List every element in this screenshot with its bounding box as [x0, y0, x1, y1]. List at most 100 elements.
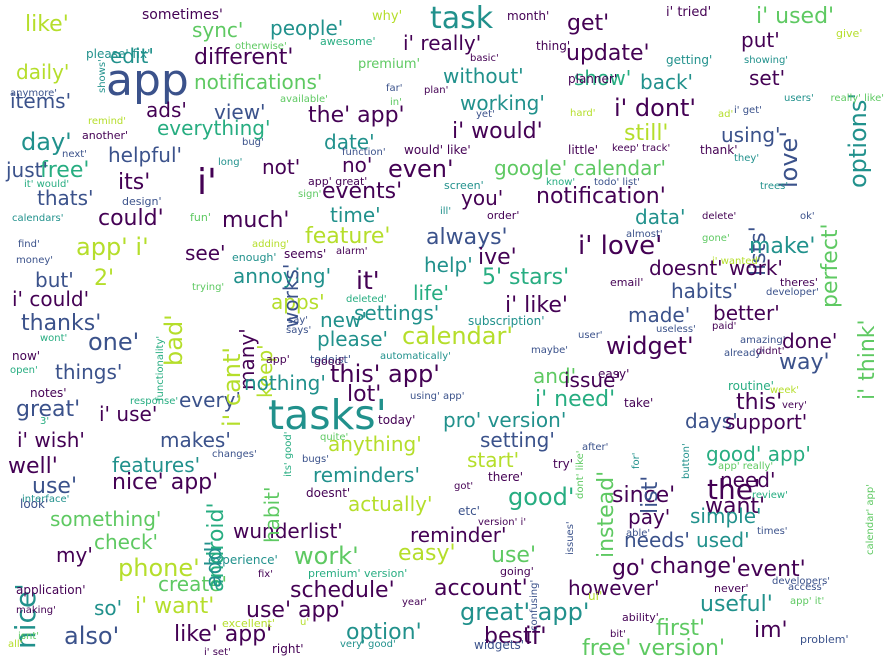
cloud-word: very' good' [340, 639, 396, 650]
cloud-word: please' [317, 327, 389, 351]
cloud-word: sync' [192, 18, 244, 42]
cloud-word: features' [112, 453, 201, 477]
cloud-word: plan' [424, 85, 449, 96]
cloud-word: they' [734, 153, 760, 164]
cloud-word: great' [16, 397, 81, 422]
cloud-word: its' [118, 170, 151, 195]
cloud-word: say' [288, 315, 309, 326]
cloud-word: useful' [700, 592, 773, 617]
cloud-word: hard' [570, 108, 596, 119]
cloud-word: no' [342, 153, 373, 177]
cloud-word: i' dont' [614, 94, 697, 122]
cloud-word: free' version' [582, 636, 726, 661]
cloud-word: got' [454, 481, 474, 492]
cloud-word: confusing' [529, 579, 540, 631]
cloud-word: but' [35, 268, 74, 292]
cloud-word: life' [413, 281, 449, 305]
cloud-word: quite' [320, 432, 349, 443]
cloud-word: there' [488, 470, 524, 484]
cloud-word: using' app' [410, 391, 465, 402]
cloud-word: u' [300, 617, 310, 628]
cloud-word: always' [426, 225, 508, 250]
cloud-word: fun' [190, 211, 211, 224]
cloud-word: habits' [671, 279, 738, 303]
cloud-word: instead' [594, 470, 619, 558]
cloud-word: today' [378, 413, 416, 427]
cloud-word: its' good' [283, 431, 294, 477]
cloud-word: habit' [260, 486, 284, 543]
cloud-word: widgets' [474, 638, 525, 652]
cloud-word: available' [280, 94, 328, 105]
cloud-word: good' [314, 355, 345, 368]
cloud-word: planner' [568, 72, 618, 86]
cloud-word: i' set' [204, 647, 231, 658]
cloud-word: trees' [760, 181, 789, 192]
cloud-word: i' tried' [666, 5, 712, 20]
cloud-word: able' [626, 528, 651, 539]
cloud-word: sign' [298, 189, 322, 200]
cloud-word: still' [624, 121, 669, 146]
cloud-word: todoist' [310, 353, 351, 366]
cloud-word: people' [270, 16, 344, 40]
cloud-word: basic' [470, 53, 499, 64]
cloud-word: i' wish' [17, 428, 85, 452]
cloud-word: times' [757, 526, 788, 537]
cloud-word: used' [696, 528, 750, 552]
cloud-word: ok' [800, 211, 815, 222]
cloud-word: much' [222, 208, 290, 233]
cloud-word: showing' [744, 55, 789, 66]
cloud-word: event' [737, 557, 806, 582]
cloud-word: pro' version' [443, 408, 567, 432]
cloud-word: fix' [258, 569, 273, 580]
cloud-word: very' [782, 400, 807, 411]
cloud-word: functionality' [155, 335, 166, 401]
cloud-word: sometimes' [142, 7, 223, 23]
cloud-word: order' [487, 209, 520, 222]
cloud-word: premium' version' [308, 567, 408, 580]
cloud-word: phone' [118, 554, 200, 582]
cloud-word: i' get' [734, 105, 762, 116]
cloud-word: right' [272, 642, 304, 656]
cloud-word: 5' stars' [482, 265, 570, 290]
cloud-word: date' [324, 130, 375, 154]
cloud-word: use' [32, 474, 77, 499]
cloud-word: see' [185, 241, 226, 265]
cloud-word: version' i' [478, 517, 527, 528]
cloud-word: find' [18, 239, 40, 250]
cloud-word: great' app' [460, 598, 590, 626]
cloud-word: i' need' [535, 387, 616, 412]
cloud-word: give' [836, 27, 863, 40]
cloud-word: days' [685, 409, 738, 433]
cloud-word: first' [656, 616, 706, 641]
cloud-word: actually' [348, 492, 433, 516]
cloud-word: little' [568, 143, 599, 157]
cloud-word: simple' [690, 504, 762, 528]
cloud-word: issue' [564, 368, 621, 392]
cloud-word: and' [533, 364, 577, 388]
cloud-word: helpful' [108, 143, 183, 167]
cloud-word: seems' [284, 247, 327, 261]
cloud-word: good' [508, 483, 575, 511]
cloud-word: calendars' [12, 213, 64, 224]
cloud-word: calendar' app' [865, 484, 876, 555]
cloud-word: shows' [97, 59, 108, 93]
cloud-word: app' great' [308, 175, 368, 188]
cloud-word: thing' [536, 39, 571, 53]
cloud-word: work' [294, 542, 359, 570]
cloud-word: best' [484, 624, 538, 649]
cloud-word: create' [158, 572, 227, 596]
cloud-word: i' want' [135, 594, 215, 619]
cloud-word: however' [568, 576, 660, 600]
cloud-word: view' [214, 100, 266, 124]
cloud-word: deleted' [346, 294, 387, 305]
cloud-word: response' [130, 396, 179, 407]
cloud-word: design' [122, 195, 162, 208]
cloud-word: like' app' [174, 622, 273, 647]
cloud-word: getting' [666, 53, 713, 67]
cloud-word: remind' [88, 116, 126, 127]
cloud-word: theres' [780, 276, 818, 289]
cloud-word: start' [467, 448, 520, 472]
cloud-word: notes' [30, 386, 67, 400]
cloud-word: dont' like' [575, 450, 586, 499]
cloud-word: reminders' [313, 463, 420, 487]
